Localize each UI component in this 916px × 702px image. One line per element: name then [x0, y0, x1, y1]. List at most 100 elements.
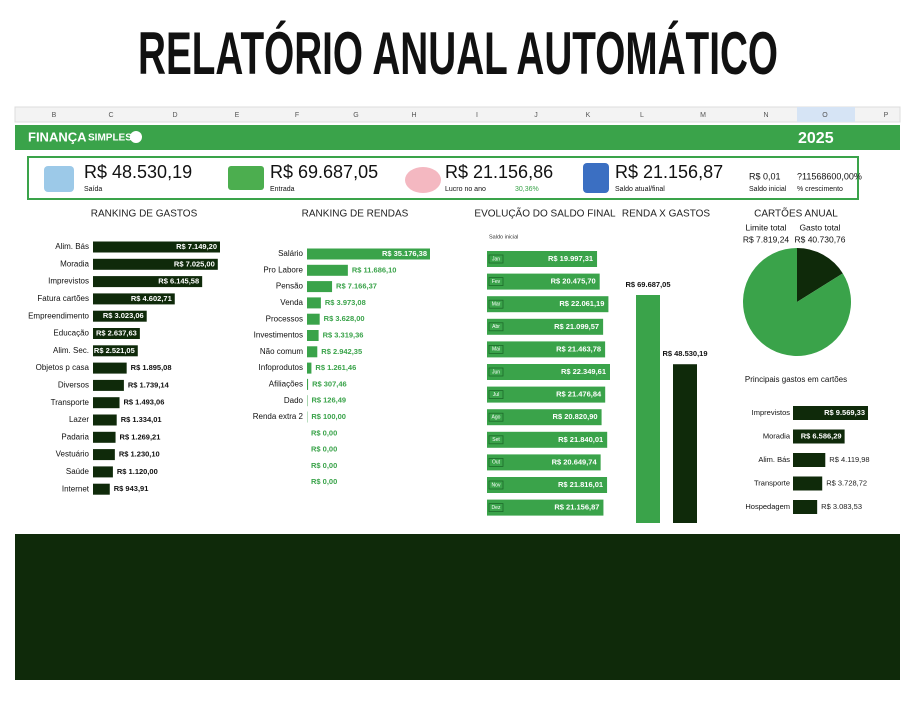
month-label: Out: [492, 460, 501, 466]
column-header-row: [14, 106, 901, 123]
bar: [487, 454, 601, 471]
month-tag: [488, 299, 504, 309]
value-label: R$ 2.637,63: [96, 328, 137, 337]
section-title: RENDA X GASTOS: [622, 209, 711, 220]
brand-name: FINANÇA: [28, 129, 87, 144]
selected-column: [797, 107, 855, 122]
bar: [793, 429, 845, 444]
row-label: Educação: [53, 329, 89, 338]
row-label: Saúde: [66, 467, 90, 476]
start-label: Saldo inicial: [489, 234, 518, 240]
month-tag: [488, 277, 504, 287]
column-header: I: [476, 112, 478, 119]
column-header: J: [534, 112, 538, 119]
row-label: Empreendimento: [28, 311, 89, 320]
row-label: Vestuário: [56, 450, 90, 459]
row-label: Alim. Bás: [758, 455, 790, 464]
bar: [307, 313, 320, 325]
legend-label: Limite total: [745, 222, 786, 232]
icon: [228, 166, 264, 190]
icon: [583, 163, 609, 193]
kpi-value: R$ 69.687,05: [270, 162, 378, 182]
row-label: Hospedagem: [745, 502, 790, 511]
value-label: R$ 20.475,70: [551, 277, 596, 286]
row-label: Imprevistos: [48, 277, 89, 286]
bar: [487, 341, 606, 358]
kpi-label: Lucro no ano: [445, 186, 486, 193]
value-label: R$ 3.319,36: [323, 330, 364, 339]
value-label: R$ 21.463,78: [556, 344, 601, 353]
bar: [93, 483, 110, 495]
month-label: Set: [492, 437, 500, 443]
row-label: Lazer: [69, 415, 89, 424]
value-label: R$ 21.156,87: [554, 503, 599, 512]
icon: [44, 166, 74, 192]
value-label: R$ 1.739,14: [128, 380, 170, 389]
bar: [793, 476, 823, 491]
row-label: Pensão: [276, 282, 304, 291]
column-header: C: [108, 112, 113, 119]
footer-block: [15, 534, 900, 680]
value-label: R$ 1.895,08: [131, 363, 172, 372]
bar: [793, 406, 868, 420]
bar: [307, 330, 319, 341]
value-label: R$ 126,49: [311, 396, 346, 405]
value-label: R$ 22.349,61: [561, 367, 606, 376]
bar: [636, 295, 660, 523]
bar: [487, 273, 600, 290]
kpi-label: Saída: [84, 186, 102, 193]
section-title: EVOLUÇÃO DO SALDO FINAL: [474, 207, 616, 220]
month-label: Fev: [492, 279, 501, 285]
section-title: RANKING DE RENDAS: [302, 209, 409, 220]
month-tag: [488, 412, 504, 422]
kpi-value: ?11568600,00%: [797, 171, 862, 181]
bar: [793, 453, 826, 467]
value-label: R$ 21.099,57: [554, 322, 599, 331]
month-label: Jun: [492, 369, 500, 375]
value-label: R$ 307,46: [312, 379, 347, 388]
row-label: Internet: [62, 484, 90, 493]
bar: [487, 364, 610, 380]
value-label: R$ 1.493,06: [124, 398, 165, 407]
value-label: R$ 11.686,10: [352, 265, 397, 274]
bar: [93, 345, 138, 357]
value-label: R$ 3.023,06: [103, 311, 144, 320]
bar: [793, 500, 818, 514]
row-label: Pro Labore: [263, 265, 303, 274]
month-tag: [488, 254, 504, 264]
row-label: Moradia: [60, 259, 89, 268]
bar: [307, 346, 318, 358]
month-label: Jul: [493, 392, 499, 398]
bar: [93, 397, 120, 409]
kpi-label: % crescimento: [797, 186, 843, 193]
month-label: Mai: [492, 347, 500, 353]
value-label: R$ 1.334,01: [121, 415, 162, 424]
bar: [307, 362, 312, 374]
value-label: R$ 21.840,01: [558, 435, 603, 444]
row-label: Padaria: [61, 432, 89, 441]
legend-value: R$ 7.819,24: [743, 234, 790, 244]
value-label: R$ 1.120,00: [117, 467, 158, 476]
column-header: F: [295, 112, 299, 119]
kpi-box: [27, 156, 859, 200]
column-header: L: [640, 112, 644, 119]
month-tag: [488, 344, 504, 354]
column-header: G: [353, 112, 358, 119]
value-label: R$ 4.602,71: [131, 294, 172, 303]
value-label: R$ 1.269,21: [120, 432, 161, 441]
column-header: K: [586, 112, 591, 119]
kpi-label: Saldo atual/final: [615, 186, 665, 193]
value-label: R$ 0,00: [311, 461, 337, 470]
bar: [93, 449, 115, 461]
month-tag: [488, 367, 504, 377]
value-label: R$ 21.816,01: [558, 480, 603, 489]
bar: [487, 296, 609, 313]
year: 2025: [798, 130, 834, 147]
value-label: R$ 3.083,53: [821, 502, 862, 511]
value-label: R$ 3.628,00: [324, 314, 365, 323]
value-label: R$ 6.145,58: [158, 277, 199, 286]
bar: [307, 248, 430, 260]
value-label: R$ 1.261,46: [315, 363, 356, 372]
kpi-note: 30,36%: [515, 186, 539, 193]
